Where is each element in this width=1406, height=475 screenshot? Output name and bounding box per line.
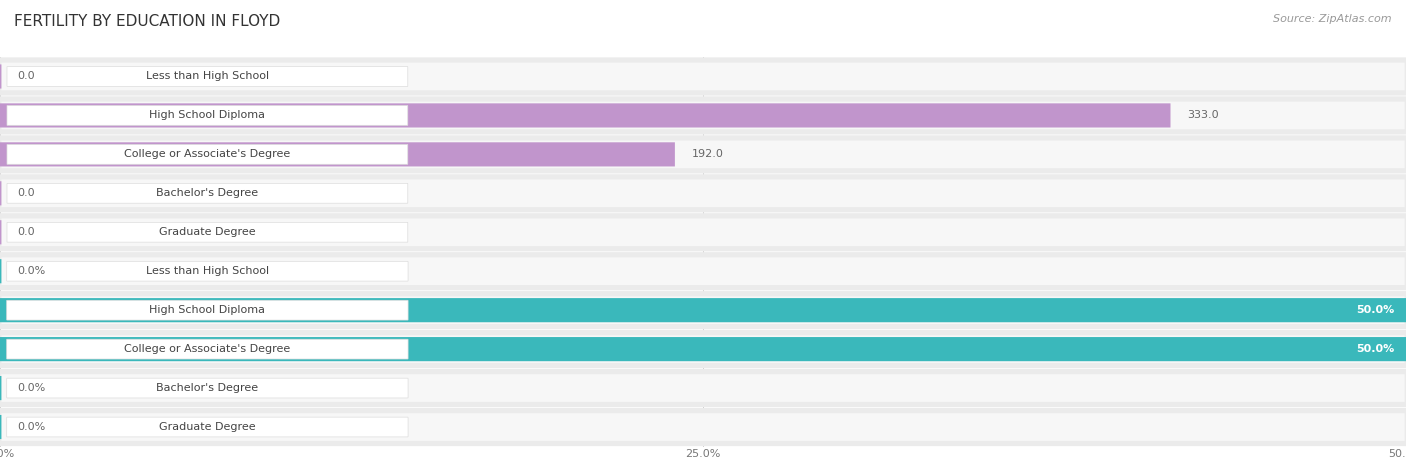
FancyBboxPatch shape <box>0 252 1406 290</box>
Text: College or Associate's Degree: College or Associate's Degree <box>124 344 291 354</box>
FancyBboxPatch shape <box>0 291 1406 329</box>
Text: Less than High School: Less than High School <box>146 266 269 276</box>
FancyBboxPatch shape <box>0 220 1 244</box>
Text: Less than High School: Less than High School <box>146 71 269 82</box>
FancyBboxPatch shape <box>0 369 1406 407</box>
FancyBboxPatch shape <box>1 296 1405 324</box>
Text: 0.0%: 0.0% <box>17 383 45 393</box>
FancyBboxPatch shape <box>1 63 1405 90</box>
FancyBboxPatch shape <box>7 261 408 281</box>
Text: 50.0%: 50.0% <box>1357 305 1395 315</box>
FancyBboxPatch shape <box>1 257 1405 285</box>
FancyBboxPatch shape <box>1 374 1405 402</box>
Text: 333.0: 333.0 <box>1188 110 1219 121</box>
Text: High School Diploma: High School Diploma <box>149 110 266 121</box>
FancyBboxPatch shape <box>7 222 408 242</box>
Text: 0.0%: 0.0% <box>17 422 45 432</box>
Text: 0.0%: 0.0% <box>17 266 45 276</box>
Text: 50.0%: 50.0% <box>1357 344 1395 354</box>
Text: Graduate Degree: Graduate Degree <box>159 227 256 238</box>
FancyBboxPatch shape <box>0 408 1406 446</box>
FancyBboxPatch shape <box>0 65 1 88</box>
FancyBboxPatch shape <box>7 105 408 125</box>
FancyBboxPatch shape <box>0 259 1 283</box>
FancyBboxPatch shape <box>0 135 1406 173</box>
FancyBboxPatch shape <box>7 378 408 398</box>
FancyBboxPatch shape <box>0 181 1 205</box>
FancyBboxPatch shape <box>1 218 1405 246</box>
Text: FERTILITY BY EDUCATION IN FLOYD: FERTILITY BY EDUCATION IN FLOYD <box>14 14 280 29</box>
Text: 0.0: 0.0 <box>17 71 35 82</box>
FancyBboxPatch shape <box>1 180 1405 207</box>
FancyBboxPatch shape <box>0 104 1171 127</box>
FancyBboxPatch shape <box>0 213 1406 251</box>
FancyBboxPatch shape <box>7 300 408 320</box>
Text: 0.0: 0.0 <box>17 188 35 199</box>
FancyBboxPatch shape <box>1 102 1405 129</box>
Text: Bachelor's Degree: Bachelor's Degree <box>156 383 259 393</box>
FancyBboxPatch shape <box>7 339 408 359</box>
Text: College or Associate's Degree: College or Associate's Degree <box>124 149 291 160</box>
FancyBboxPatch shape <box>1 413 1405 441</box>
FancyBboxPatch shape <box>0 96 1406 134</box>
FancyBboxPatch shape <box>0 415 1 439</box>
FancyBboxPatch shape <box>0 57 1406 95</box>
Text: Bachelor's Degree: Bachelor's Degree <box>156 188 259 199</box>
Text: 0.0: 0.0 <box>17 227 35 238</box>
FancyBboxPatch shape <box>7 144 408 164</box>
FancyBboxPatch shape <box>1 141 1405 168</box>
Text: Graduate Degree: Graduate Degree <box>159 422 256 432</box>
FancyBboxPatch shape <box>7 183 408 203</box>
Text: High School Diploma: High School Diploma <box>149 305 266 315</box>
FancyBboxPatch shape <box>1 335 1405 363</box>
FancyBboxPatch shape <box>0 298 1406 322</box>
FancyBboxPatch shape <box>0 174 1406 212</box>
Text: 192.0: 192.0 <box>692 149 724 160</box>
FancyBboxPatch shape <box>0 337 1406 361</box>
Text: Source: ZipAtlas.com: Source: ZipAtlas.com <box>1274 14 1392 24</box>
FancyBboxPatch shape <box>0 376 1 400</box>
FancyBboxPatch shape <box>7 417 408 437</box>
FancyBboxPatch shape <box>0 330 1406 368</box>
FancyBboxPatch shape <box>0 142 675 166</box>
FancyBboxPatch shape <box>7 66 408 86</box>
